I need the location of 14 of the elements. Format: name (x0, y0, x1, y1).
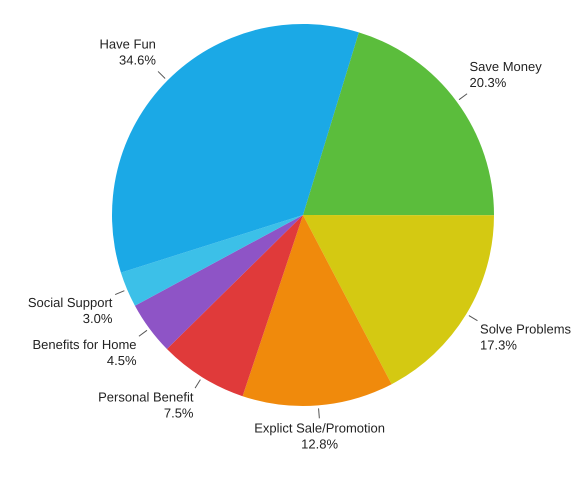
slice-label: Solve Problems (480, 321, 572, 336)
slice-label: Personal Benefit (98, 390, 194, 405)
slice-label: Have Fun (100, 36, 156, 52)
data-label: 7.5% (164, 406, 194, 421)
slice-label: Explict Sale/Promotion (254, 420, 385, 436)
data-label: 20.3% (469, 75, 507, 90)
slice-label: Benefits for Home (32, 337, 137, 352)
slice-label: Save Money (469, 59, 542, 74)
slice-label: Social Support (28, 294, 113, 310)
data-label: 3.0% (82, 310, 113, 326)
data-label: 34.6% (119, 52, 156, 68)
data-label: 12.8% (301, 436, 338, 452)
data-label: 4.5% (106, 353, 137, 368)
data-label: 17.3% (480, 337, 518, 352)
